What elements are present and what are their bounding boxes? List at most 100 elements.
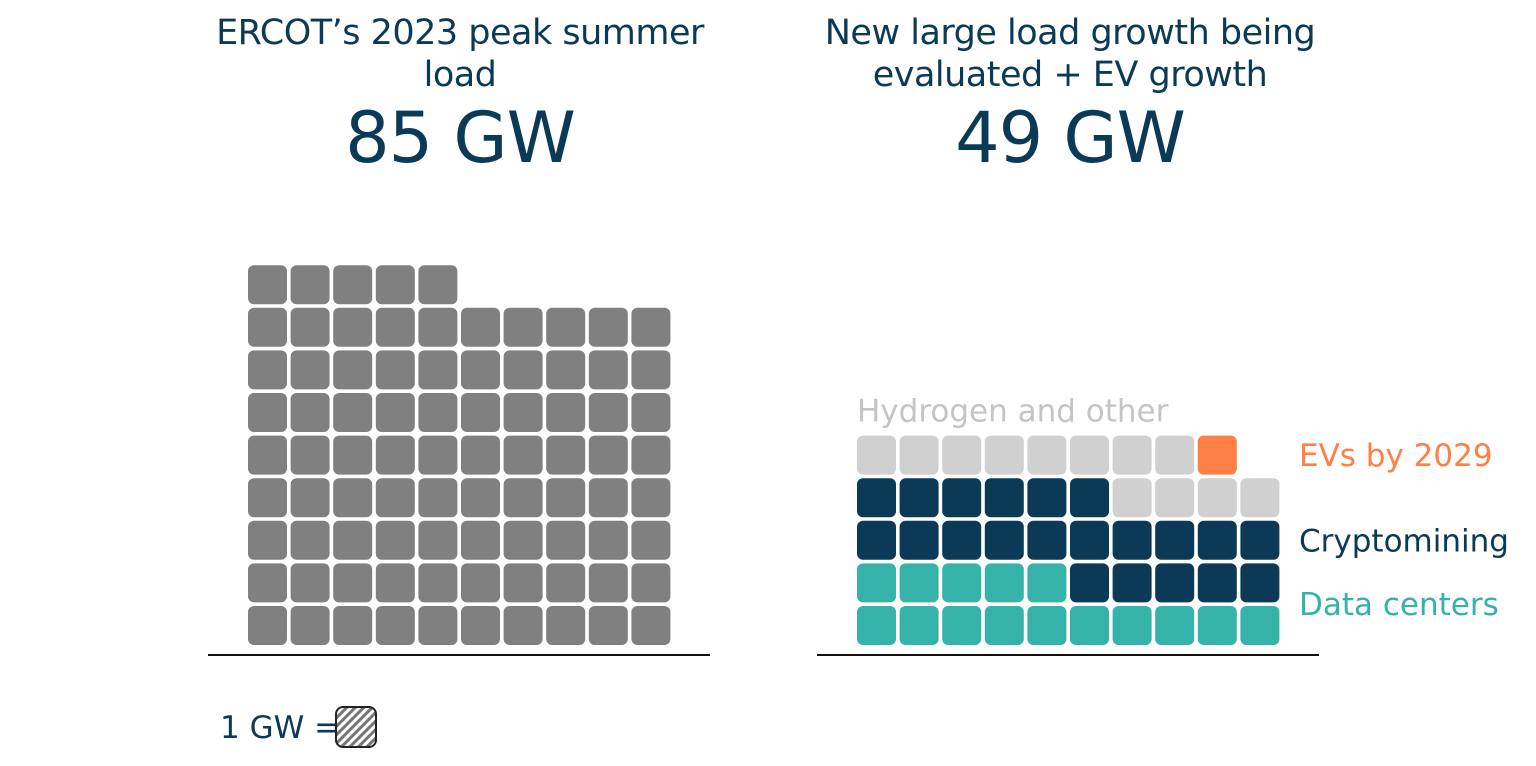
left-waffle-unit-square bbox=[546, 393, 586, 432]
left-waffle-unit-square bbox=[375, 265, 415, 305]
left-waffle-unit-square bbox=[588, 606, 628, 645]
left-waffle-unit-square bbox=[418, 520, 458, 560]
left-waffle-unit-square bbox=[418, 265, 458, 305]
right-headline-value: 49 GW bbox=[955, 97, 1186, 179]
left-waffle-unit-square bbox=[631, 393, 671, 432]
right-waffle-unit-square bbox=[1240, 563, 1280, 603]
right-waffle-unit-square bbox=[984, 435, 1024, 475]
right-waffle-unit-square bbox=[899, 606, 939, 645]
left-waffle-unit-square bbox=[461, 307, 500, 347]
right-waffle-unit-square bbox=[1197, 520, 1237, 560]
left-waffle-unit-square bbox=[588, 520, 628, 560]
left-waffle-unit-square bbox=[290, 478, 330, 518]
left-waffle-unit-square bbox=[375, 350, 415, 390]
right-waffle-unit-square bbox=[942, 520, 982, 560]
left-waffle-unit-square bbox=[418, 307, 458, 347]
left-title-line2: load bbox=[423, 55, 497, 95]
left-waffle-unit-square bbox=[290, 563, 330, 603]
left-waffle-unit-square bbox=[248, 478, 287, 518]
left-waffle-unit-square bbox=[290, 307, 330, 347]
right-waffle-unit-square bbox=[1112, 563, 1152, 603]
right-waffle-unit-square bbox=[1155, 478, 1195, 518]
left-headline-value: 85 GW bbox=[345, 97, 576, 179]
left-chart-title: ERCOT’s 2023 peak summer load bbox=[200, 12, 720, 96]
right-waffle-unit-square bbox=[1240, 520, 1280, 560]
left-waffle-unit-square bbox=[588, 307, 628, 347]
right-waffle-unit-square bbox=[942, 478, 982, 518]
right-waffle-unit-square bbox=[984, 606, 1024, 645]
left-waffle-unit-square bbox=[503, 478, 543, 518]
left-waffle-unit-square bbox=[248, 393, 287, 432]
left-waffle-unit-square bbox=[333, 393, 373, 432]
right-waffle-unit-square bbox=[899, 520, 939, 560]
right-waffle-unit-square bbox=[1070, 435, 1109, 475]
right-waffle-unit-square bbox=[1070, 478, 1109, 518]
left-waffle-unit-square bbox=[248, 606, 287, 645]
left-waffle-unit-square bbox=[248, 265, 287, 305]
right-waffle-unit-square bbox=[1155, 606, 1195, 645]
left-waffle-unit-square bbox=[375, 563, 415, 603]
left-waffle-unit-square bbox=[631, 435, 671, 475]
left-waffle-unit-square bbox=[333, 435, 373, 475]
right-waffle bbox=[857, 435, 1280, 645]
right-waffle-unit-square bbox=[1197, 606, 1237, 645]
right-waffle-unit-square bbox=[1027, 478, 1067, 518]
right-waffle-unit-square bbox=[942, 606, 982, 645]
left-waffle-unit-square bbox=[546, 563, 586, 603]
right-waffle-unit-square bbox=[1197, 478, 1237, 518]
left-waffle-unit-square bbox=[375, 307, 415, 347]
right-waffle-unit-square bbox=[984, 563, 1024, 603]
right-waffle-unit-square bbox=[1155, 435, 1195, 475]
right-waffle-unit-square bbox=[857, 563, 896, 603]
right-waffle-unit-square bbox=[899, 563, 939, 603]
left-waffle-unit-square bbox=[248, 435, 287, 475]
left-waffle-unit-square bbox=[333, 478, 373, 518]
left-waffle-unit-square bbox=[461, 606, 500, 645]
left-waffle-unit-square bbox=[375, 393, 415, 432]
left-waffle-unit-square bbox=[588, 478, 628, 518]
left-waffle-unit-square bbox=[503, 307, 543, 347]
left-waffle-unit-square bbox=[503, 350, 543, 390]
right-waffle-unit-square bbox=[1027, 520, 1067, 560]
right-segment-labels: Data centers Cryptomining Hydrogen and oth… bbox=[857, 394, 1509, 624]
segment-label: EVs by 2029 bbox=[1299, 438, 1493, 474]
left-waffle-unit-square bbox=[290, 520, 330, 560]
unit-legend-text: 1 GW = bbox=[220, 710, 340, 746]
left-waffle-unit-square bbox=[290, 393, 330, 432]
left-waffle-unit-square bbox=[375, 520, 415, 560]
left-waffle-unit-square bbox=[461, 350, 500, 390]
segment-label: Hydrogen and other bbox=[857, 394, 1169, 430]
right-waffle-unit-square bbox=[1070, 563, 1109, 603]
right-waffle-unit-square bbox=[1112, 520, 1152, 560]
left-waffle-unit-square bbox=[333, 563, 373, 603]
left-waffle-unit-square bbox=[248, 520, 287, 560]
left-waffle-unit-square bbox=[546, 520, 586, 560]
left-waffle-unit-square bbox=[333, 265, 373, 305]
right-waffle-unit-square bbox=[899, 478, 939, 518]
right-waffle-unit-square bbox=[899, 435, 939, 475]
left-waffle-unit-square bbox=[503, 435, 543, 475]
right-waffle-unit-square bbox=[1197, 563, 1237, 603]
left-waffle-unit-square bbox=[461, 393, 500, 432]
right-waffle-unit-square bbox=[1155, 520, 1195, 560]
right-chart-title: New large load growth being evaluated + … bbox=[800, 12, 1340, 96]
left-waffle-unit-square bbox=[290, 606, 330, 645]
right-waffle-unit-square bbox=[1070, 520, 1109, 560]
left-waffle-unit-square bbox=[546, 307, 586, 347]
right-waffle-unit-square bbox=[1112, 478, 1152, 518]
segment-label: Data centers bbox=[1299, 587, 1499, 623]
right-waffle-unit-square bbox=[942, 435, 982, 475]
left-waffle-unit-square bbox=[248, 307, 287, 347]
left-waffle-unit-square bbox=[248, 563, 287, 603]
left-waffle-unit-square bbox=[503, 563, 543, 603]
left-waffle-unit-square bbox=[418, 478, 458, 518]
left-waffle-unit-square bbox=[461, 435, 500, 475]
left-waffle-unit-square bbox=[631, 563, 671, 603]
left-waffle-unit-square bbox=[631, 307, 671, 347]
right-waffle-unit-square bbox=[1070, 606, 1109, 645]
right-waffle-unit-square bbox=[1027, 435, 1067, 475]
left-waffle-unit-square bbox=[546, 350, 586, 390]
left-waffle-unit-square bbox=[461, 478, 500, 518]
left-waffle-unit-square bbox=[418, 563, 458, 603]
left-waffle-unit-square bbox=[631, 350, 671, 390]
